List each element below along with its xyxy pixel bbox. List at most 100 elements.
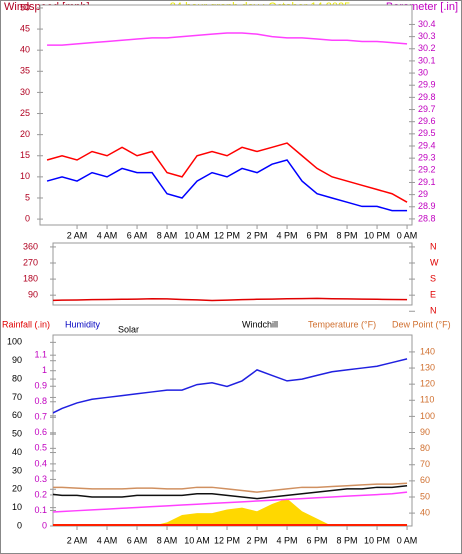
y2-tick-label: 30.1 [418, 55, 436, 65]
y-tick-label: 20 [20, 129, 30, 139]
y-tick-label: 10 [20, 171, 30, 181]
y2-tick-label: 29.4 [418, 140, 436, 150]
legend-label: Temperature (°F) [308, 319, 376, 329]
y2-tick-label: 140 [420, 346, 435, 356]
y-tick-label: 180 [23, 273, 38, 283]
y-tick-label: 90 [12, 355, 22, 365]
y2-tick-label: N [430, 241, 437, 251]
y2-tick-label: 100 [420, 411, 435, 421]
line [46, 159, 408, 212]
x-tick-label: 12 PM [214, 535, 240, 545]
y-tick-label: 0 [25, 213, 30, 223]
y3-tick-label: 0.6 [34, 427, 47, 437]
y-tick-label: 360 [23, 241, 38, 251]
y2-tick-label: 30 [418, 67, 428, 77]
y2-tick-label: 29.9 [418, 80, 436, 90]
x-tick-label: 10 PM [364, 535, 390, 545]
area [53, 498, 408, 526]
line [53, 297, 408, 302]
x-tick-label: 4 PM [277, 230, 298, 240]
y-tick-label: 10 [12, 502, 22, 512]
y2-tick-label: 29.8 [418, 92, 436, 102]
y-tick-label: 25 [20, 108, 30, 118]
y3-tick-label: 0.2 [34, 489, 47, 499]
line [53, 358, 408, 414]
legend-label: Rainfall (.in) [2, 319, 50, 329]
y3-tick-label: 0.5 [34, 443, 47, 453]
y-tick-label: 50 [20, 2, 30, 12]
y-tick-label: 100 [7, 337, 22, 347]
y-tick-label: 60 [12, 410, 22, 420]
y2-tick-label: 110 [420, 395, 434, 405]
y-tick-label: 270 [23, 257, 38, 267]
x-tick-label: 2 PM [247, 535, 268, 545]
x-tick-label: 4 PM [277, 535, 298, 545]
x-tick-label: 8 AM [157, 535, 178, 545]
y2-tick-label: 90 [420, 427, 430, 437]
y-tick-label: 40 [12, 447, 22, 457]
y3-tick-label: 0.3 [34, 474, 47, 484]
x-tick-label: 0 AM [397, 535, 418, 545]
x-tick-label: 4 AM [97, 230, 118, 240]
y3-tick-label: 0.9 [34, 381, 47, 391]
plot-frame [52, 242, 413, 306]
y2-tick-label: 60 [420, 475, 430, 485]
y2-tick-label: 29.1 [418, 177, 436, 187]
y2-tick-label: 30.4 [418, 19, 436, 29]
y2-tick-label: 28.8 [418, 213, 436, 223]
x-tick-label: 8 PM [337, 230, 358, 240]
y3-tick-label: 0.1 [34, 505, 47, 515]
y2-tick-label: W [430, 257, 439, 267]
line [53, 482, 408, 493]
y2-tick-label: 29.2 [418, 165, 436, 175]
y2-tick-label: 40 [420, 507, 430, 517]
y-tick-label: 30 [20, 87, 30, 97]
y-tick-label: 35 [20, 66, 30, 76]
y2-tick-label: 29.7 [418, 104, 436, 114]
y-tick-label: 45 [20, 23, 30, 33]
x-tick-label: 8 PM [337, 535, 358, 545]
line [53, 491, 408, 513]
y-tick-label: 70 [12, 392, 22, 402]
y3-tick-label: 0 [42, 520, 47, 530]
y2-tick-label: 28.9 [418, 201, 436, 211]
x-tick-label: 6 PM [307, 535, 328, 545]
x-tick-label: 4 AM [97, 535, 118, 545]
x-tick-label: 10 AM [184, 535, 210, 545]
y-tick-label: 15 [20, 150, 30, 160]
line [53, 484, 408, 500]
legend-label: Dew Point (°F) [392, 319, 451, 329]
y3-tick-label: 1.1 [34, 350, 47, 360]
y3-tick-label: 0.4 [34, 458, 47, 468]
x-tick-label: 2 AM [67, 230, 88, 240]
x-tick-label: 2 PM [247, 230, 268, 240]
y2-tick-label: 70 [420, 459, 430, 469]
y2-tick-label: 130 [420, 362, 435, 372]
x-tick-label: 6 AM [127, 535, 148, 545]
y2-tick-label: 29.3 [418, 153, 436, 163]
x-tick-label: 10 AM [184, 230, 210, 240]
y-tick-label: 40 [20, 45, 30, 55]
y-tick-label: 0 [17, 520, 22, 530]
y2-tick-label: 29.6 [418, 116, 436, 126]
y-tick-label: 20 [12, 484, 22, 494]
x-tick-label: 2 AM [67, 535, 88, 545]
y2-tick-label: S [430, 273, 436, 283]
legend-label: Windchill [242, 319, 278, 329]
y2-tick-label: N [430, 306, 437, 316]
y2-tick-label: E [430, 290, 436, 300]
y2-tick-label: 29 [418, 189, 428, 199]
y3-tick-label: 0.7 [34, 412, 47, 422]
y2-tick-label: 29.5 [418, 128, 436, 138]
x-tick-label: 6 PM [307, 230, 328, 240]
y-tick-label: 50 [12, 429, 22, 439]
line [46, 142, 408, 203]
y-tick-label: 30 [12, 465, 22, 475]
x-tick-label: 0 AM [397, 230, 418, 240]
plot-frame [39, 4, 413, 226]
y-tick-label: 90 [28, 290, 38, 300]
y2-tick-label: 80 [420, 443, 430, 453]
x-tick-label: 8 AM [157, 230, 178, 240]
y2-tick-label: 50 [420, 491, 430, 501]
